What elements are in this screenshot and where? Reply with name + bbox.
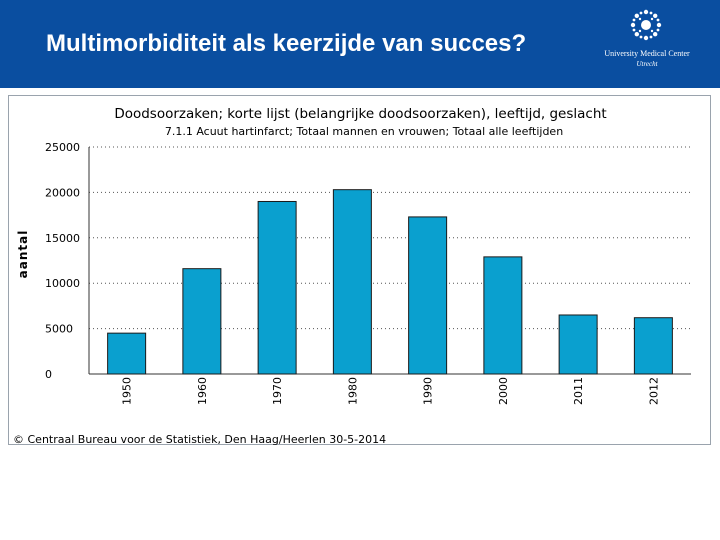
logo-text-line1: University Medical Center	[604, 49, 690, 58]
x-tick-label: 1980	[346, 377, 359, 405]
y-tick-label: 10000	[45, 277, 80, 290]
bar	[558, 314, 598, 375]
chart-panel: Doodsoorzaken; korte lijst (belangrijke …	[8, 95, 711, 446]
x-tick-label: 1970	[271, 377, 284, 405]
copyright-note: © Centraal Bureau voor de Statistiek, De…	[13, 433, 387, 446]
y-tick-label: 15000	[45, 232, 80, 245]
y-tick-label: 25000	[45, 141, 80, 154]
x-tick-label: 2011	[572, 377, 585, 405]
bar	[633, 317, 673, 375]
y-tick-label: 0	[45, 368, 52, 381]
bar	[332, 189, 372, 375]
x-tick-label: 2000	[497, 377, 510, 405]
x-tick-label: 1950	[121, 377, 134, 405]
x-tick-label: 1990	[422, 377, 435, 405]
bar-chart: 0 5000 10000 15000 20000 25000 1950 1960 1970 198…	[45, 141, 691, 405]
bar	[257, 200, 297, 375]
bar	[107, 332, 147, 375]
bar	[483, 256, 523, 375]
umc-utrecht-logo: University Medical Center Utrecht	[600, 8, 694, 72]
slide-header: Multimorbiditeit als keerzijde van succe…	[0, 0, 720, 88]
umc-utrecht-logo-icon	[630, 9, 662, 41]
x-tick-label: 1960	[196, 377, 209, 405]
logo-text-line2: Utrecht	[636, 60, 658, 68]
chart-title: Doodsoorzaken; korte lijst (belangrijke …	[114, 106, 607, 122]
bar	[408, 216, 448, 375]
x-tick-label: 2012	[647, 377, 660, 405]
y-tick-label: 20000	[45, 186, 80, 199]
y-tick-label: 5000	[45, 323, 73, 336]
chart-subtitle: 7.1.1 Acuut hartinfarct; Totaal mannen e…	[164, 125, 564, 138]
bar	[182, 268, 222, 375]
slide-title: Multimorbiditeit als keerzijde van succe…	[46, 30, 527, 57]
